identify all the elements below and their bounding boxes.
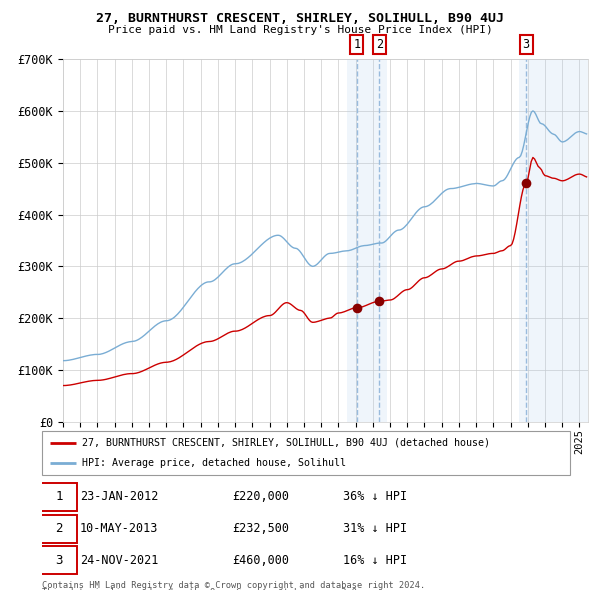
FancyBboxPatch shape [41, 546, 77, 574]
Text: 27, BURNTHURST CRESCENT, SHIRLEY, SOLIHULL, B90 4UJ (detached house): 27, BURNTHURST CRESCENT, SHIRLEY, SOLIHU… [82, 438, 490, 448]
Text: 2: 2 [55, 522, 62, 535]
Text: 10-MAY-2013: 10-MAY-2013 [80, 522, 158, 535]
Text: 3: 3 [523, 38, 530, 51]
Text: 23-JAN-2012: 23-JAN-2012 [80, 490, 158, 503]
Text: £232,500: £232,500 [232, 522, 289, 535]
Text: Contains HM Land Registry data © Crown copyright and database right 2024.: Contains HM Land Registry data © Crown c… [42, 581, 425, 589]
Text: This data is licensed under the Open Government Licence v3.0.: This data is licensed under the Open Gov… [42, 588, 362, 590]
Text: 27, BURNTHURST CRESCENT, SHIRLEY, SOLIHULL, B90 4UJ: 27, BURNTHURST CRESCENT, SHIRLEY, SOLIHU… [96, 12, 504, 25]
Text: 16% ↓ HPI: 16% ↓ HPI [343, 554, 407, 567]
Text: 36% ↓ HPI: 36% ↓ HPI [343, 490, 407, 503]
Text: 24-NOV-2021: 24-NOV-2021 [80, 554, 158, 567]
FancyBboxPatch shape [41, 483, 77, 511]
Text: 31% ↓ HPI: 31% ↓ HPI [343, 522, 407, 535]
FancyBboxPatch shape [42, 431, 570, 475]
Bar [519, 59, 588, 422]
Text: Price paid vs. HM Land Registry's House Price Index (HPI): Price paid vs. HM Land Registry's House … [107, 25, 493, 35]
FancyBboxPatch shape [41, 514, 77, 543]
Bar [347, 59, 386, 422]
Text: 1: 1 [353, 38, 361, 51]
Text: HPI: Average price, detached house, Solihull: HPI: Average price, detached house, Soli… [82, 458, 346, 468]
Text: 2: 2 [376, 38, 383, 51]
Text: 3: 3 [55, 554, 62, 567]
Text: £460,000: £460,000 [232, 554, 289, 567]
Text: £220,000: £220,000 [232, 490, 289, 503]
Text: 1: 1 [55, 490, 62, 503]
